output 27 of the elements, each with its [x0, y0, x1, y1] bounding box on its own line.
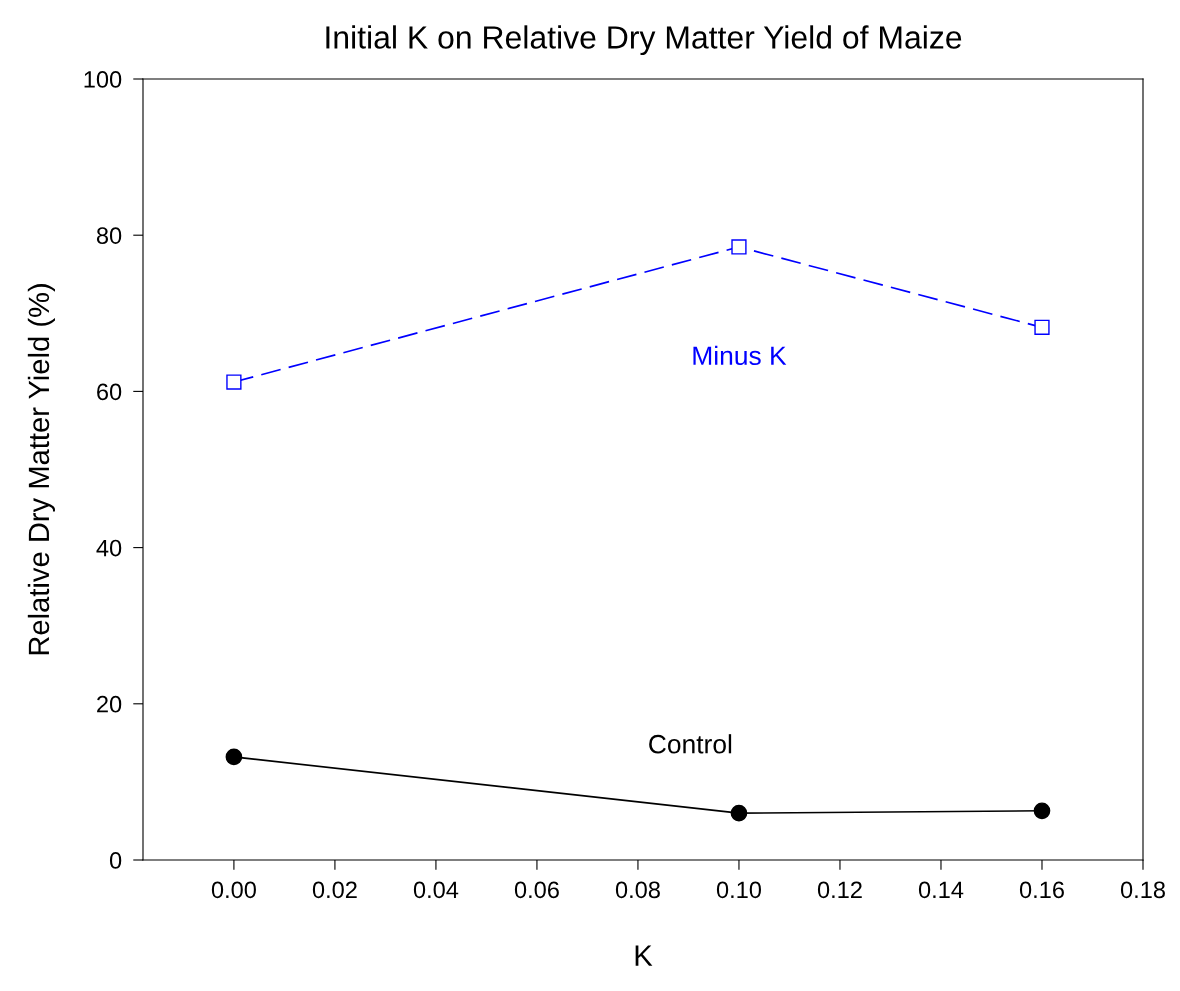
series-label: Control: [649, 734, 732, 754]
point: [730, 804, 748, 822]
x-tick-label: 0.02: [312, 881, 357, 899]
point: [226, 374, 242, 390]
y-tick-label: 40: [96, 539, 122, 557]
y-axis-title: Relative Dry Matter Yield (%): [27, 284, 55, 655]
point: [225, 748, 243, 766]
y-tick-label: 60: [97, 383, 122, 401]
x-tick-label: 0.10: [716, 881, 762, 899]
x-tick-label: 0.16: [1019, 881, 1064, 899]
x-tick-label: 0.12: [817, 881, 862, 899]
point: [1034, 319, 1050, 335]
y-tick-label: 100: [84, 71, 122, 88]
x-tick-label: 0.18: [1120, 881, 1165, 899]
x-tick-label: 0.14: [918, 881, 964, 899]
x-tick-label: 0.04: [413, 881, 459, 899]
x-axis-title: K: [635, 945, 653, 966]
x-tick-label: 0.00: [211, 881, 256, 899]
x-tick-label: 0.08: [615, 881, 660, 899]
y-tick-label: 0: [109, 852, 122, 869]
y-tick-label: 80: [96, 227, 122, 244]
chart-title: Initial K on Relative Dry Matter Yield of Maize: [326, 25, 962, 56]
x-tick-label: 0.06: [514, 881, 559, 899]
point: [1033, 802, 1051, 820]
text: Minus K: [693, 345, 787, 366]
point: [731, 239, 747, 255]
y-tick-label: 20: [97, 695, 122, 713]
